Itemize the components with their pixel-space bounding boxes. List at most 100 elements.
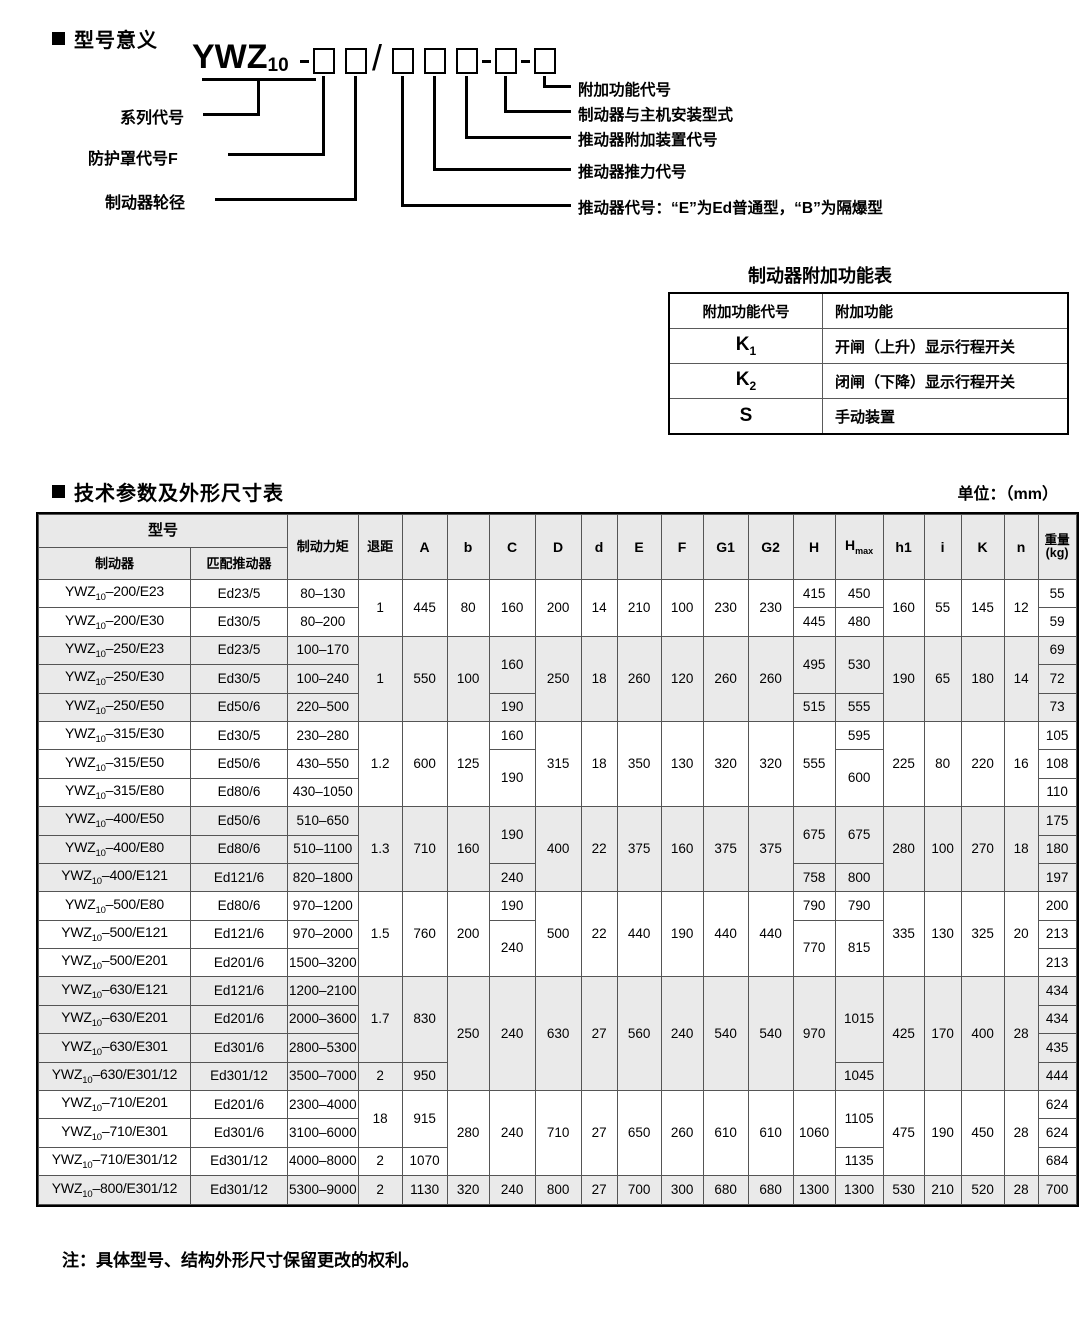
cell-G1: 440: [702, 891, 749, 978]
cell-Hmax: 1300: [834, 1175, 884, 1205]
leader-h-series: [203, 113, 260, 116]
dash-2: [482, 60, 491, 63]
cell-pusher: Ed201/6: [190, 1004, 288, 1035]
table-row: YWZ10–800/E301/12 Ed301/12 5300–9000 2 1…: [38, 1175, 1077, 1205]
header-h1: h1: [882, 514, 925, 580]
cell-D: 500: [534, 891, 582, 978]
slash-separator: /: [372, 37, 383, 78]
cell-C: 240: [488, 862, 536, 893]
cell-torque: 3100–6000: [287, 1118, 359, 1148]
brake-pre: YWZ: [61, 1122, 92, 1139]
cell-G2: 375: [747, 806, 794, 893]
cell-d: 14: [580, 579, 618, 637]
table-row: YWZ10–500/E80 Ed80/6 970–1200 1.5 760 20…: [38, 891, 1077, 978]
cell-A: 445: [401, 579, 448, 637]
cell-retreat: 1.7: [357, 976, 403, 1063]
cell-weight: 59: [1037, 607, 1077, 637]
code-box-1: [313, 48, 335, 74]
header-brake: 制动器: [38, 547, 191, 580]
brake-sub: 10: [95, 677, 106, 689]
cell-K: 325: [960, 891, 1005, 978]
cell-torque: 1500–3200: [287, 948, 359, 978]
cell-brake-model: YWZ10–800/E301/12: [38, 1175, 191, 1205]
cell-weight: 213: [1037, 919, 1077, 950]
leader-v-addfunc: [543, 76, 546, 88]
leader-h-mount: [504, 110, 571, 113]
cell-G1: 260: [702, 635, 749, 722]
brake-post: –315/E30: [105, 725, 165, 742]
code-box-4: [424, 48, 446, 74]
leader-v-wheel: [354, 76, 357, 200]
brake-post: –800/E301/12: [92, 1179, 178, 1196]
additional-function-table: 附加功能代号 附加功能 K1 开闸（上升）显示行程开关 K2 闭闸（下降）显示行…: [668, 292, 1069, 435]
cell-G1: 320: [702, 720, 749, 808]
header-Hmax-base: H: [845, 536, 856, 553]
cell-C: 240: [488, 919, 536, 978]
cell-torque: 5300–9000: [287, 1175, 359, 1205]
table-row: YWZ10–630/E301 Ed301/6 2800–5300 435: [38, 1033, 1077, 1063]
header-G2: G2: [747, 514, 794, 580]
table-row-header-top: 型号 制动力矩 退距 A b C D d E F G1 G2 H Hmax h1…: [38, 514, 1077, 580]
brake-post: –710/E301/12: [92, 1151, 178, 1168]
cell-weight: 213: [1037, 948, 1077, 978]
cell-pusher: Ed301/6: [190, 1118, 288, 1148]
cell-H: 445: [792, 607, 836, 637]
cell-E: 375: [616, 806, 662, 893]
cell-G1: 375: [702, 806, 749, 893]
brake-post: –710/E301: [101, 1122, 168, 1139]
brake-post: –250/E50: [105, 696, 165, 713]
ktable-code-k1-letter: K: [735, 334, 750, 356]
cell-Hmax: 790: [834, 891, 884, 921]
table-row-header-sub: 制动器 匹配推动器: [38, 547, 1077, 580]
cell-d: 22: [580, 891, 618, 978]
cell-torque: 100–170: [287, 635, 359, 666]
cell-E: 700: [616, 1175, 662, 1205]
cell-weight: 110: [1037, 777, 1077, 808]
brake-pre: YWZ: [64, 782, 96, 799]
cell-D: 315: [534, 720, 582, 808]
header-torque: 制动力矩: [287, 514, 359, 580]
cell-Hmax: 675: [834, 806, 884, 864]
cell-h1: 160: [882, 579, 925, 637]
header-pusher: 匹配推动器: [190, 547, 288, 580]
cell-weight: 624: [1037, 1118, 1077, 1148]
brake-sub: 10: [91, 989, 102, 1001]
cell-H: 1300: [792, 1175, 836, 1205]
cell-pusher: Ed30/5: [190, 720, 288, 751]
brake-sub: 10: [95, 819, 106, 831]
table-row: S 手动装置: [668, 398, 1069, 435]
label-brake-wheel-dia: 制动器轮径: [105, 195, 186, 212]
cell-F: 120: [660, 635, 704, 722]
brake-pre: YWZ: [51, 1179, 83, 1196]
cell-torque: 430–1050: [287, 777, 359, 808]
cell-F: 260: [660, 1090, 704, 1177]
ktable-code-k2-sub: 2: [749, 378, 757, 393]
cell-i: 190: [923, 1090, 962, 1177]
cell-pusher: Ed30/5: [190, 607, 288, 637]
cell-pusher: Ed50/6: [190, 749, 288, 779]
cell-K: 180: [960, 635, 1005, 722]
square-bullet-icon-2: [52, 485, 65, 498]
brake-pre: YWZ: [61, 924, 92, 940]
cell-h1: 190: [882, 635, 925, 722]
cell-C: 190: [488, 891, 536, 921]
cell-weight: 200: [1037, 891, 1077, 921]
header-Hmax: Hmax: [834, 514, 884, 580]
cell-h1: 530: [882, 1175, 925, 1205]
brake-sub: 10: [95, 648, 106, 660]
cell-pusher: Ed80/6: [190, 834, 288, 864]
cell-Hmax: 480: [834, 607, 884, 637]
brake-pre: YWZ: [64, 810, 96, 827]
cell-d: 22: [580, 806, 618, 893]
brake-post: –315/E50: [105, 753, 165, 770]
cell-D: 400: [534, 806, 582, 893]
brake-sub: 10: [91, 1131, 102, 1143]
brake-post: –500/E201: [101, 952, 168, 969]
cell-torque: 100–240: [287, 664, 359, 694]
cell-pusher: Ed30/5: [190, 664, 288, 694]
cell-torque: 820–1800: [287, 862, 359, 893]
cell-retreat: 1.3: [357, 806, 403, 893]
cell-torque: 230–280: [287, 720, 359, 751]
cell-h1: 425: [882, 976, 925, 1092]
